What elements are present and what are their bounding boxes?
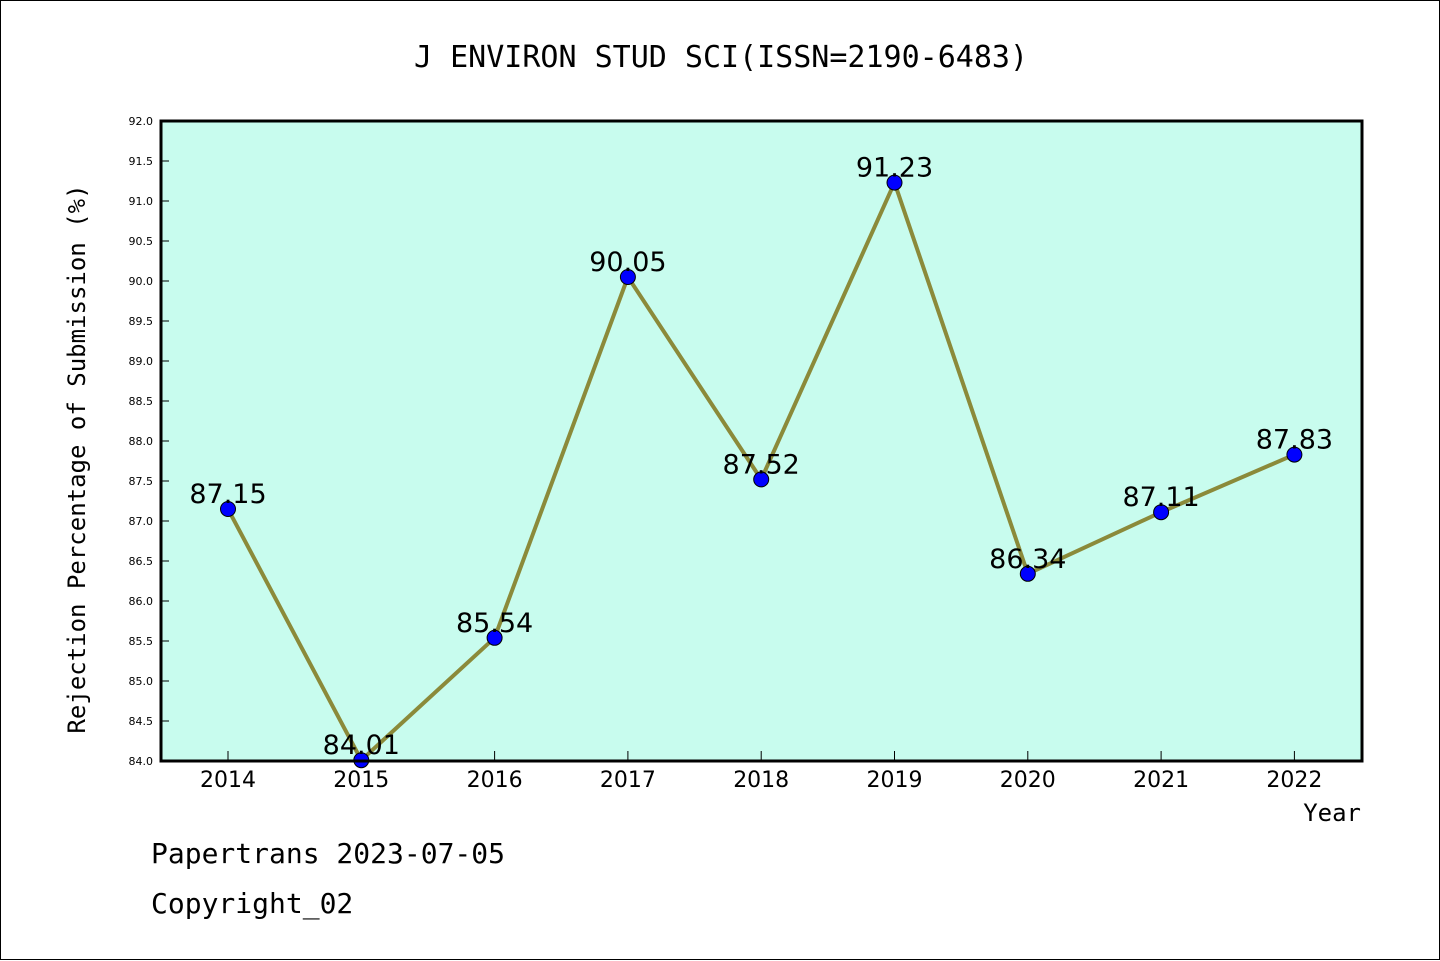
data-point-marker	[486, 629, 503, 646]
y-axis-label: Rejection Percentage of Submission (%)	[63, 184, 91, 733]
chart-title: J ENVIRON STUD SCI(ISSN=2190-6483)	[414, 40, 1028, 75]
data-point-label: 84.01	[323, 730, 400, 761]
y-tick-label: 85.0	[129, 675, 154, 688]
plot-border	[159, 119, 1364, 763]
x-tick-label: 2014	[200, 768, 256, 793]
y-tick-label: 88.5	[129, 395, 154, 408]
y-tick-label: 91.5	[129, 155, 154, 168]
y-tick-label: 89.5	[129, 315, 154, 328]
data-point-marker	[220, 501, 236, 517]
data-point-marker	[886, 174, 903, 191]
y-axis-ticks: 84.0 84.5 85.0 85.5 86.0 86.5 87.0 87.5 88.0 88.5…	[129, 115, 169, 768]
y-tick-label: 84.0	[129, 755, 154, 768]
y-tick-label: 91.0	[129, 195, 154, 208]
x-tick-label: 2020	[1000, 768, 1056, 793]
data-point-marker	[1153, 504, 1170, 521]
data-point-label: 90.05	[589, 247, 666, 278]
y-tick-label: 87.0	[129, 515, 154, 528]
x-tick-label: 2022	[1266, 768, 1322, 793]
data-markers	[220, 174, 1303, 769]
x-tick-label: 2018	[733, 768, 789, 793]
data-point-label: 87.15	[189, 479, 266, 510]
data-point-marker	[1019, 565, 1036, 582]
y-tick-label: 88.0	[129, 435, 154, 448]
y-tick-label: 90.5	[129, 235, 154, 248]
x-axis-ticks: 2014 2015 2016 2017 2018 2019 2020 2021 2022	[200, 751, 1322, 793]
data-point-label: 91.23	[856, 153, 933, 184]
y-tick-label: 85.5	[129, 635, 154, 648]
data-point-label: 87.11	[1122, 482, 1199, 513]
x-tick-label: 2015	[333, 768, 389, 793]
x-tick-label: 2021	[1133, 768, 1189, 793]
y-tick-label: 86.0	[129, 595, 154, 608]
plot-area	[161, 121, 1362, 761]
data-point-label: 85.54	[456, 608, 533, 639]
x-tick-label: 2016	[467, 768, 523, 793]
x-tick-label: 2019	[867, 768, 923, 793]
y-tick-label: 86.5	[129, 555, 154, 568]
y-tick-label: 84.5	[129, 715, 154, 728]
y-tick-label: 87.5	[129, 475, 154, 488]
y-tick-label: 89.0	[129, 355, 154, 368]
footer-date-text: Papertrans 2023-07-05	[151, 837, 506, 870]
y-tick-label: 92.0	[129, 115, 154, 128]
x-tick-label: 2017	[600, 768, 656, 793]
data-point-label: 87.52	[723, 449, 800, 480]
data-labels: 87.15 84.01 85.54 90.05 87.52 91.23 86.34 87.11…	[189, 153, 1333, 762]
x-axis-label: Year	[1303, 799, 1361, 827]
data-point-marker	[619, 269, 636, 285]
y-tick-label: 90.0	[129, 275, 154, 288]
footer-copyright-text: Copyright_02	[151, 887, 354, 920]
data-point-label: 86.34	[989, 544, 1066, 575]
data-point-label: 87.83	[1256, 425, 1333, 456]
data-point-marker	[1286, 446, 1303, 463]
data-point-marker	[753, 471, 770, 488]
